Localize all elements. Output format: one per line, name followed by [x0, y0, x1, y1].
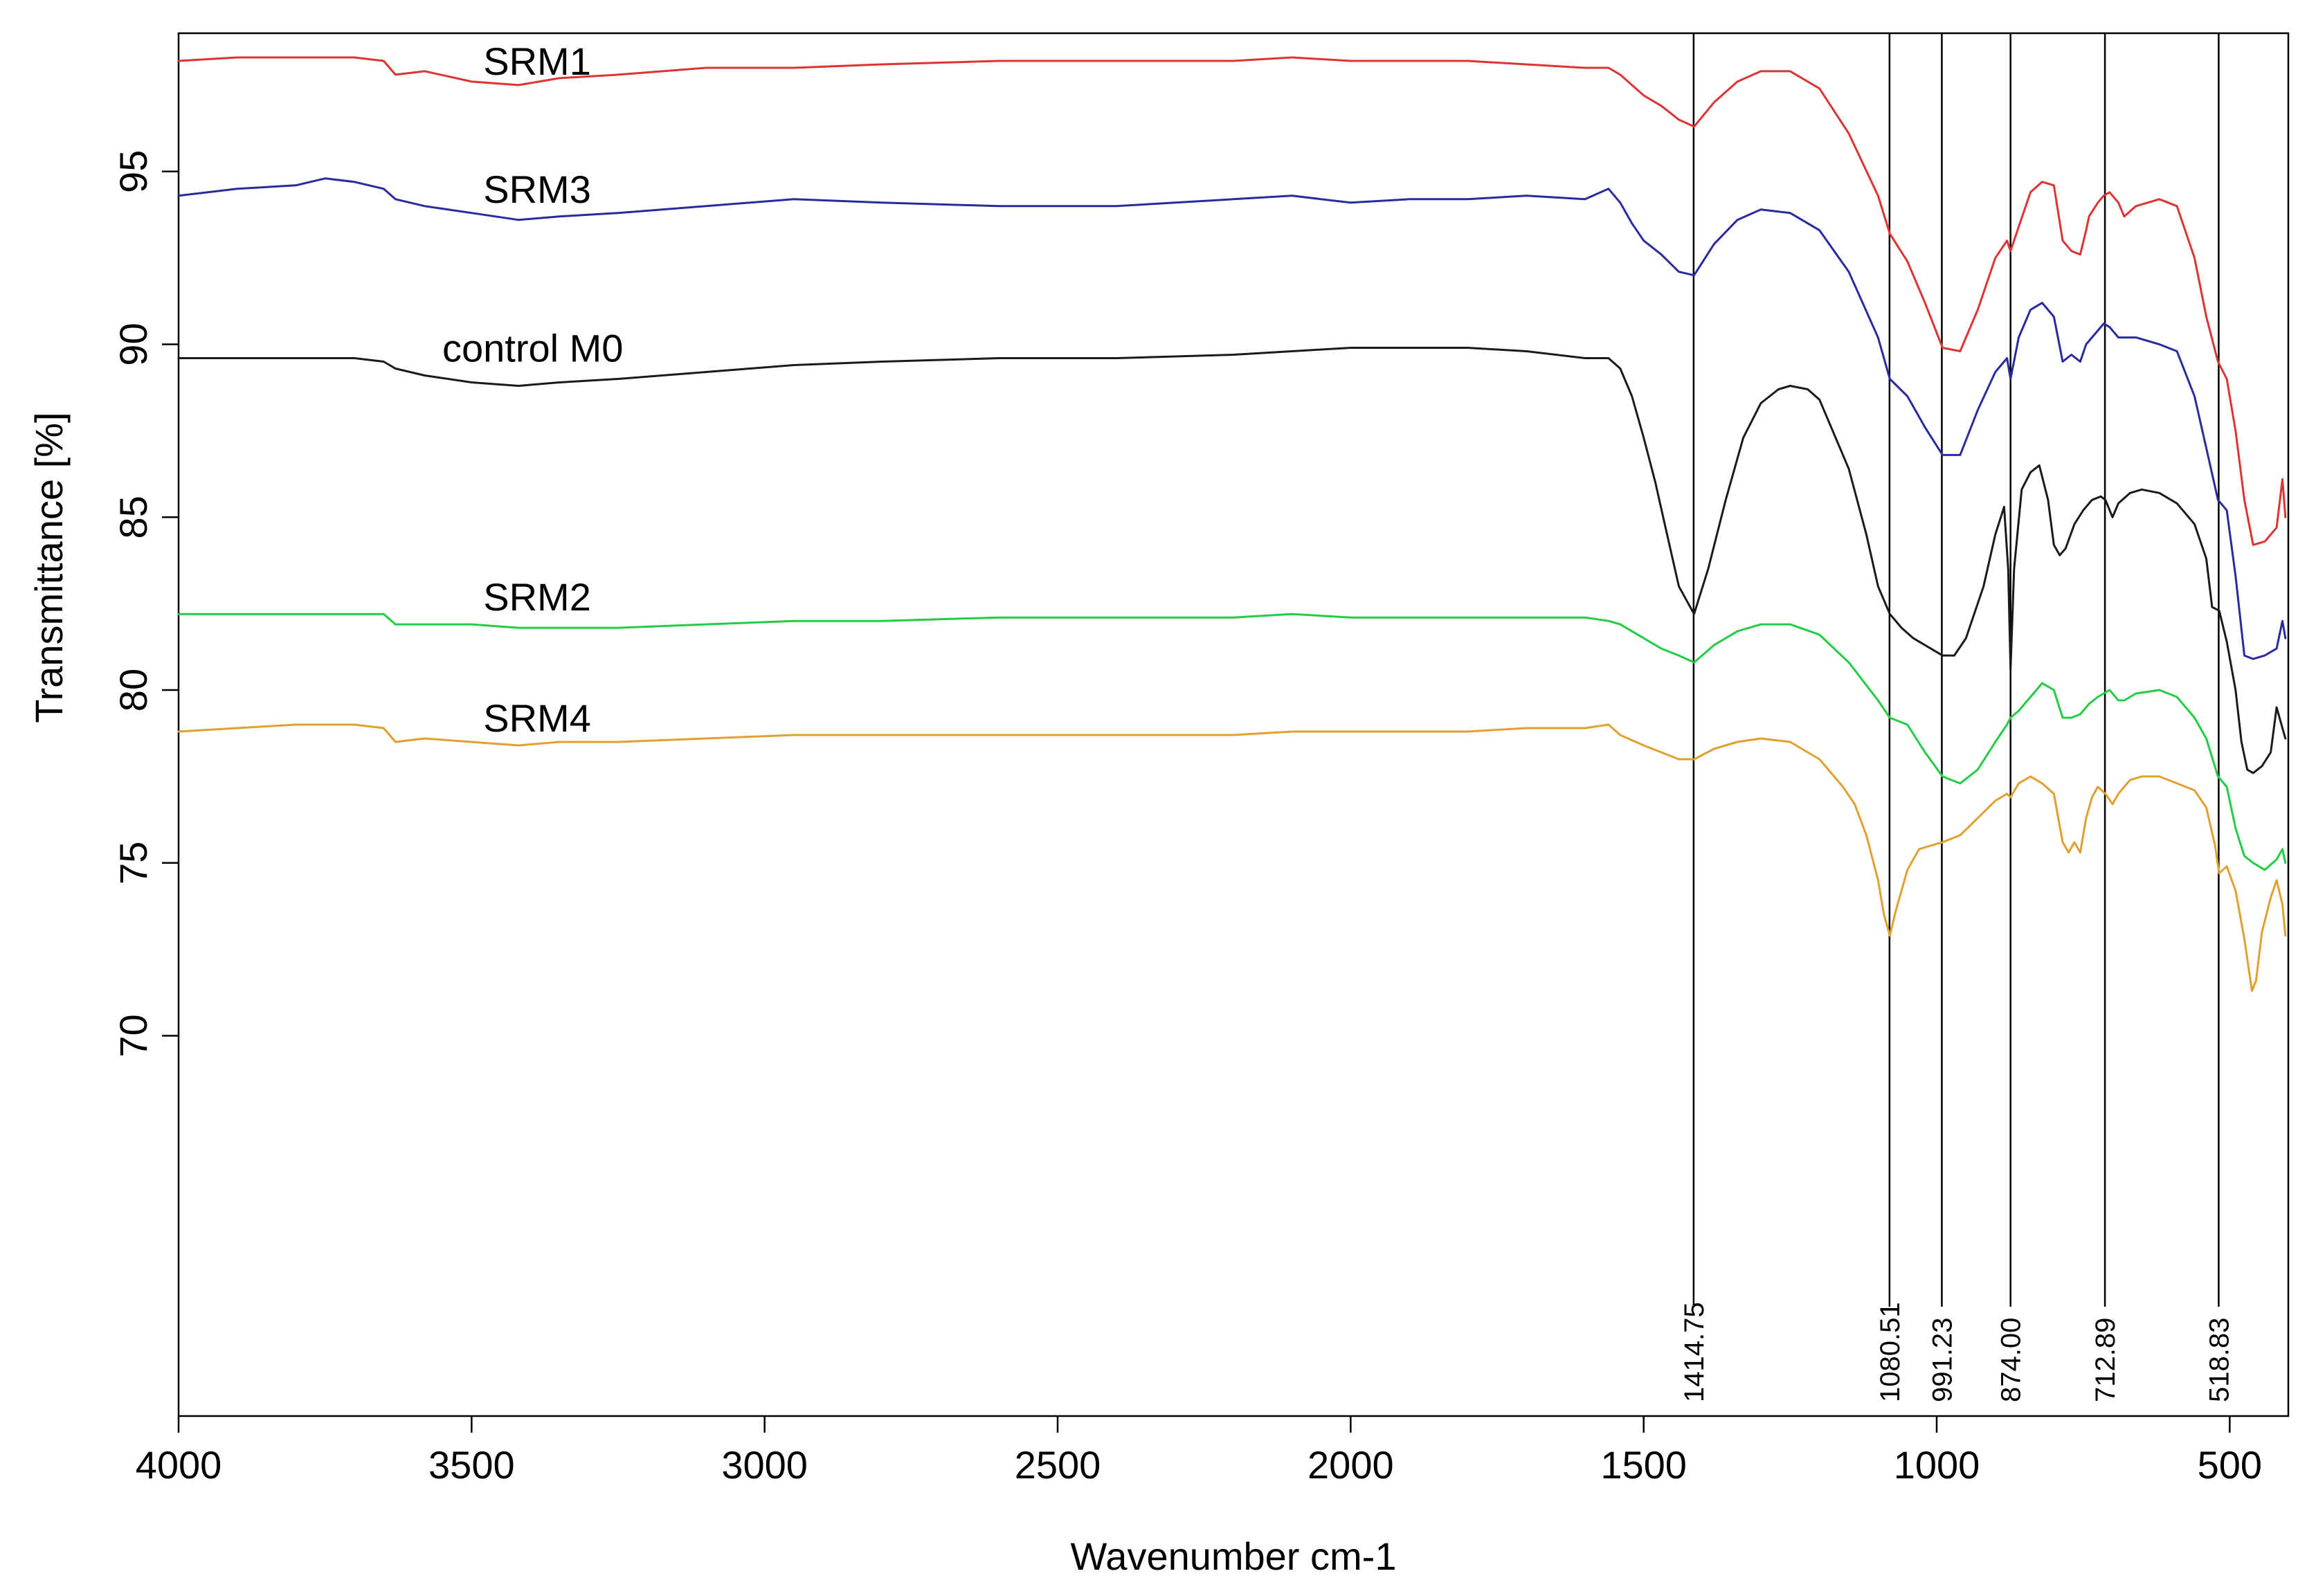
series-group: [177, 56, 2287, 992]
peak-label-518-83: 518.83: [2204, 1318, 2234, 1402]
y-tick-label-95: 95: [111, 150, 155, 193]
x-tick-label-4000: 4000: [136, 1443, 222, 1487]
series-line-control-m0: [177, 347, 2287, 774]
series-line-srm3: [177, 177, 2287, 660]
peak-label-991-23: 991.23: [1927, 1318, 1957, 1402]
series-label-srm1: SRM1: [483, 39, 591, 83]
x-tick-label-1000: 1000: [1894, 1443, 1980, 1487]
peak-label-874-00: 874.00: [1996, 1318, 2027, 1402]
y-axis: 70 75 80 85 90 95: [111, 150, 179, 1058]
plot-area: [177, 32, 2290, 1417]
y-axis-label: Transmittance [%]: [27, 412, 71, 723]
x-tick-label-500: 500: [2198, 1443, 2262, 1487]
series-label-control-m0: control M0: [442, 327, 623, 370]
series-line-srm2: [177, 613, 2287, 871]
peak-label-712-89: 712.89: [2090, 1318, 2121, 1402]
x-tick-label-3000: 3000: [721, 1443, 808, 1487]
x-tick-label-2500: 2500: [1015, 1443, 1101, 1487]
x-tick-label-1500: 1500: [1600, 1443, 1687, 1487]
series-line-srm1: [177, 56, 2287, 546]
x-tick-label-3500: 3500: [428, 1443, 515, 1487]
series-label-srm2: SRM2: [483, 575, 591, 619]
y-tick-label-70: 70: [111, 1014, 155, 1057]
peak-label-1080-51: 1080.51: [1875, 1302, 1906, 1402]
y-tick-label-80: 80: [111, 669, 155, 711]
series-line-srm4: [177, 723, 2287, 992]
series-label-srm4: SRM4: [483, 696, 591, 740]
peak-markers: 1414.75 1080.51 991.23 874.00 712.89 518.83: [1679, 33, 2234, 1402]
x-axis-label: Wavenumber cm-1: [1071, 1534, 1397, 1578]
y-tick-label-75: 75: [111, 842, 155, 885]
x-axis: 4000 3500 3000 2500 2000 1500 1000 500: [136, 1416, 2262, 1487]
peak-label-1414-75: 1414.75: [1679, 1302, 1710, 1402]
x-tick-label-2000: 2000: [1308, 1443, 1394, 1487]
y-tick-label-85: 85: [111, 496, 155, 538]
series-labels: SRM1 SRM3 control M0 SRM2 SRM4: [442, 39, 623, 740]
series-label-srm3: SRM3: [483, 167, 591, 211]
y-tick-label-90: 90: [111, 323, 155, 365]
